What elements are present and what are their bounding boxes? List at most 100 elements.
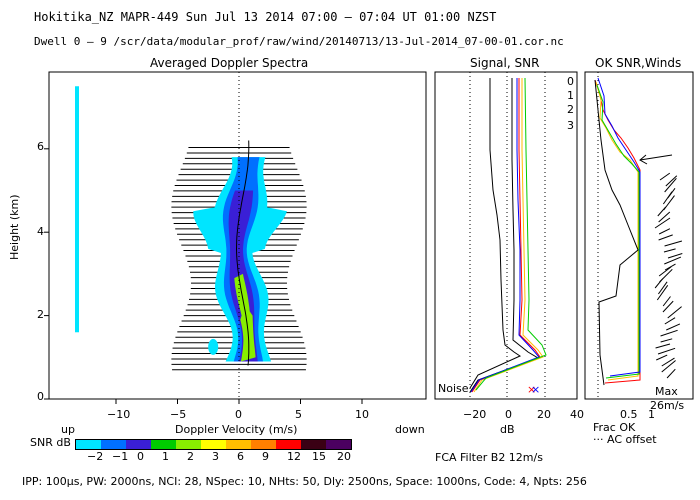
colorbar-swatch [251, 440, 276, 449]
signal-x-tick-0: 0 [505, 408, 512, 421]
signal-yellow-line [473, 78, 544, 393]
colorbar-swatch [76, 440, 101, 449]
fca-filter-label: FCA Filter B2 12m/s [435, 451, 543, 464]
spectra-y-tick-4: 4 [37, 225, 44, 238]
colorbar-tick: 0 [137, 450, 144, 463]
header-title: Hokitika_NZ MAPR-449 Sun Jul 13 2014 07:… [34, 10, 497, 24]
legend-item-1: 1 [567, 89, 574, 102]
spectra-x-tick-10: 10 [355, 408, 369, 421]
wind-barb [657, 281, 668, 295]
colorbar-tick: 3 [212, 450, 219, 463]
spectra-x-tick-5: 5 [295, 408, 302, 421]
legend-item-3: 3 [567, 119, 574, 132]
wind-barb [660, 338, 673, 343]
ok-snr-winds-title: OK SNR,Winds [595, 56, 682, 70]
colorbar-tick: 12 [287, 450, 301, 463]
colorbar-swatch [151, 440, 176, 449]
spectra-y-tick-0: 0 [37, 390, 44, 403]
winds-x-tick-0.5: 0.5 [620, 408, 638, 421]
wind-barb [667, 253, 683, 259]
frac-ok-green-line [596, 84, 640, 379]
frac-ok-yellow-line [595, 81, 639, 381]
winds-x-label: Frac OK [593, 421, 636, 434]
wind-barbs [654, 172, 683, 379]
wind-barb [659, 172, 671, 181]
spectra-y-tick-2: 2 [37, 308, 44, 321]
legend-item-2: 2 [567, 103, 574, 116]
colorbar-up-label: up [61, 423, 75, 436]
max-wind-label: Max [655, 385, 678, 398]
max-wind-arrowhead [639, 154, 648, 165]
colorbar-tick: 1 [162, 450, 169, 463]
doppler-spectra-heatmap [44, 72, 363, 404]
wind-barb [655, 343, 671, 349]
colorbar-tick: 15 [312, 450, 326, 463]
spectra-x-label: Doppler Velocity (m/s) [175, 423, 298, 436]
spectra-x-tick--10: −10 [107, 408, 131, 421]
colorbar-tick: 20 [337, 450, 351, 463]
wind-barb [661, 360, 676, 373]
wind-barb [658, 266, 672, 277]
max-wind-value: 26m/s [650, 399, 685, 412]
colorbar-tick: −2 [87, 450, 104, 463]
noise-strip [75, 86, 79, 333]
wind-barb [664, 256, 682, 265]
colorbar-swatch [326, 440, 351, 449]
signal-blue-line [470, 78, 540, 393]
colorbar-tick: 9 [262, 450, 269, 463]
spectra-panel-frame [48, 71, 427, 400]
wind-barb [666, 323, 681, 331]
header-file-path: Dwell 0 – 9 /scr/data/modular_prof/raw/w… [34, 35, 564, 48]
wind-barb [661, 357, 675, 367]
wind-barb [664, 240, 683, 247]
mean-velocity-trace [235, 140, 250, 366]
wind-barb [662, 296, 671, 307]
signal-panel-frame [434, 71, 578, 400]
colorbar-swatch [301, 440, 326, 449]
colorbar-swatch [276, 440, 301, 449]
wind-barb [654, 278, 664, 289]
wind-barb [664, 317, 676, 325]
spectra-y-label: Height (km) [8, 194, 21, 260]
wind-barb [662, 191, 673, 205]
colorbar-swatch [126, 440, 151, 449]
spectra-blob [208, 338, 219, 355]
signal-green-line [475, 77, 547, 391]
max-wind-arrow [639, 154, 673, 161]
signal-x-label: dB [500, 423, 515, 436]
wind-barb [663, 248, 676, 253]
colorbar-down-label: down [395, 423, 425, 436]
winds-x-tick-1: 1 [648, 408, 655, 421]
signal-marker-x-blue: × [531, 383, 540, 396]
spectra-x-tick--5: −5 [170, 408, 187, 421]
colorbar-swatch [176, 440, 201, 449]
spectra-snr-band [234, 273, 256, 362]
colorbar-swatch [201, 440, 226, 449]
colorbar-tick: 2 [187, 450, 194, 463]
legend-item-0: 0 [567, 75, 574, 88]
wind-barb [660, 329, 678, 337]
colorbar-tick: 6 [237, 450, 244, 463]
wind-barb [665, 175, 678, 187]
colorbar-tick: −1 [112, 450, 129, 463]
ac-offset-note: ··· AC offset [593, 433, 657, 446]
spectra-title: Averaged Doppler Spectra [150, 56, 309, 70]
frac-ok-black-line [594, 79, 639, 386]
radar-parameters: IPP: 100µs, PW: 2000ns, NCI: 28, NSpec: … [22, 475, 587, 488]
colorbar-label: SNR dB [30, 436, 71, 449]
wind-barb [657, 347, 676, 355]
signal-snr-title: Signal, SNR [470, 56, 540, 70]
signal-x-tick-20: 20 [537, 408, 551, 421]
spectra-y-tick-6: 6 [37, 140, 44, 153]
signal-marker-x-red: × [527, 383, 536, 396]
wind-barb [654, 217, 671, 229]
wind-barb [658, 228, 671, 235]
noise-annotation: Noise [438, 382, 469, 395]
wind-barb [658, 211, 671, 223]
frac-ok-blue-line [597, 77, 641, 377]
colorbar-swatch [101, 440, 126, 449]
frac-ok-red-line [594, 79, 641, 384]
wind-barb [656, 285, 669, 301]
winds-panel-frame [584, 71, 694, 400]
signal-noise-line [469, 78, 522, 389]
